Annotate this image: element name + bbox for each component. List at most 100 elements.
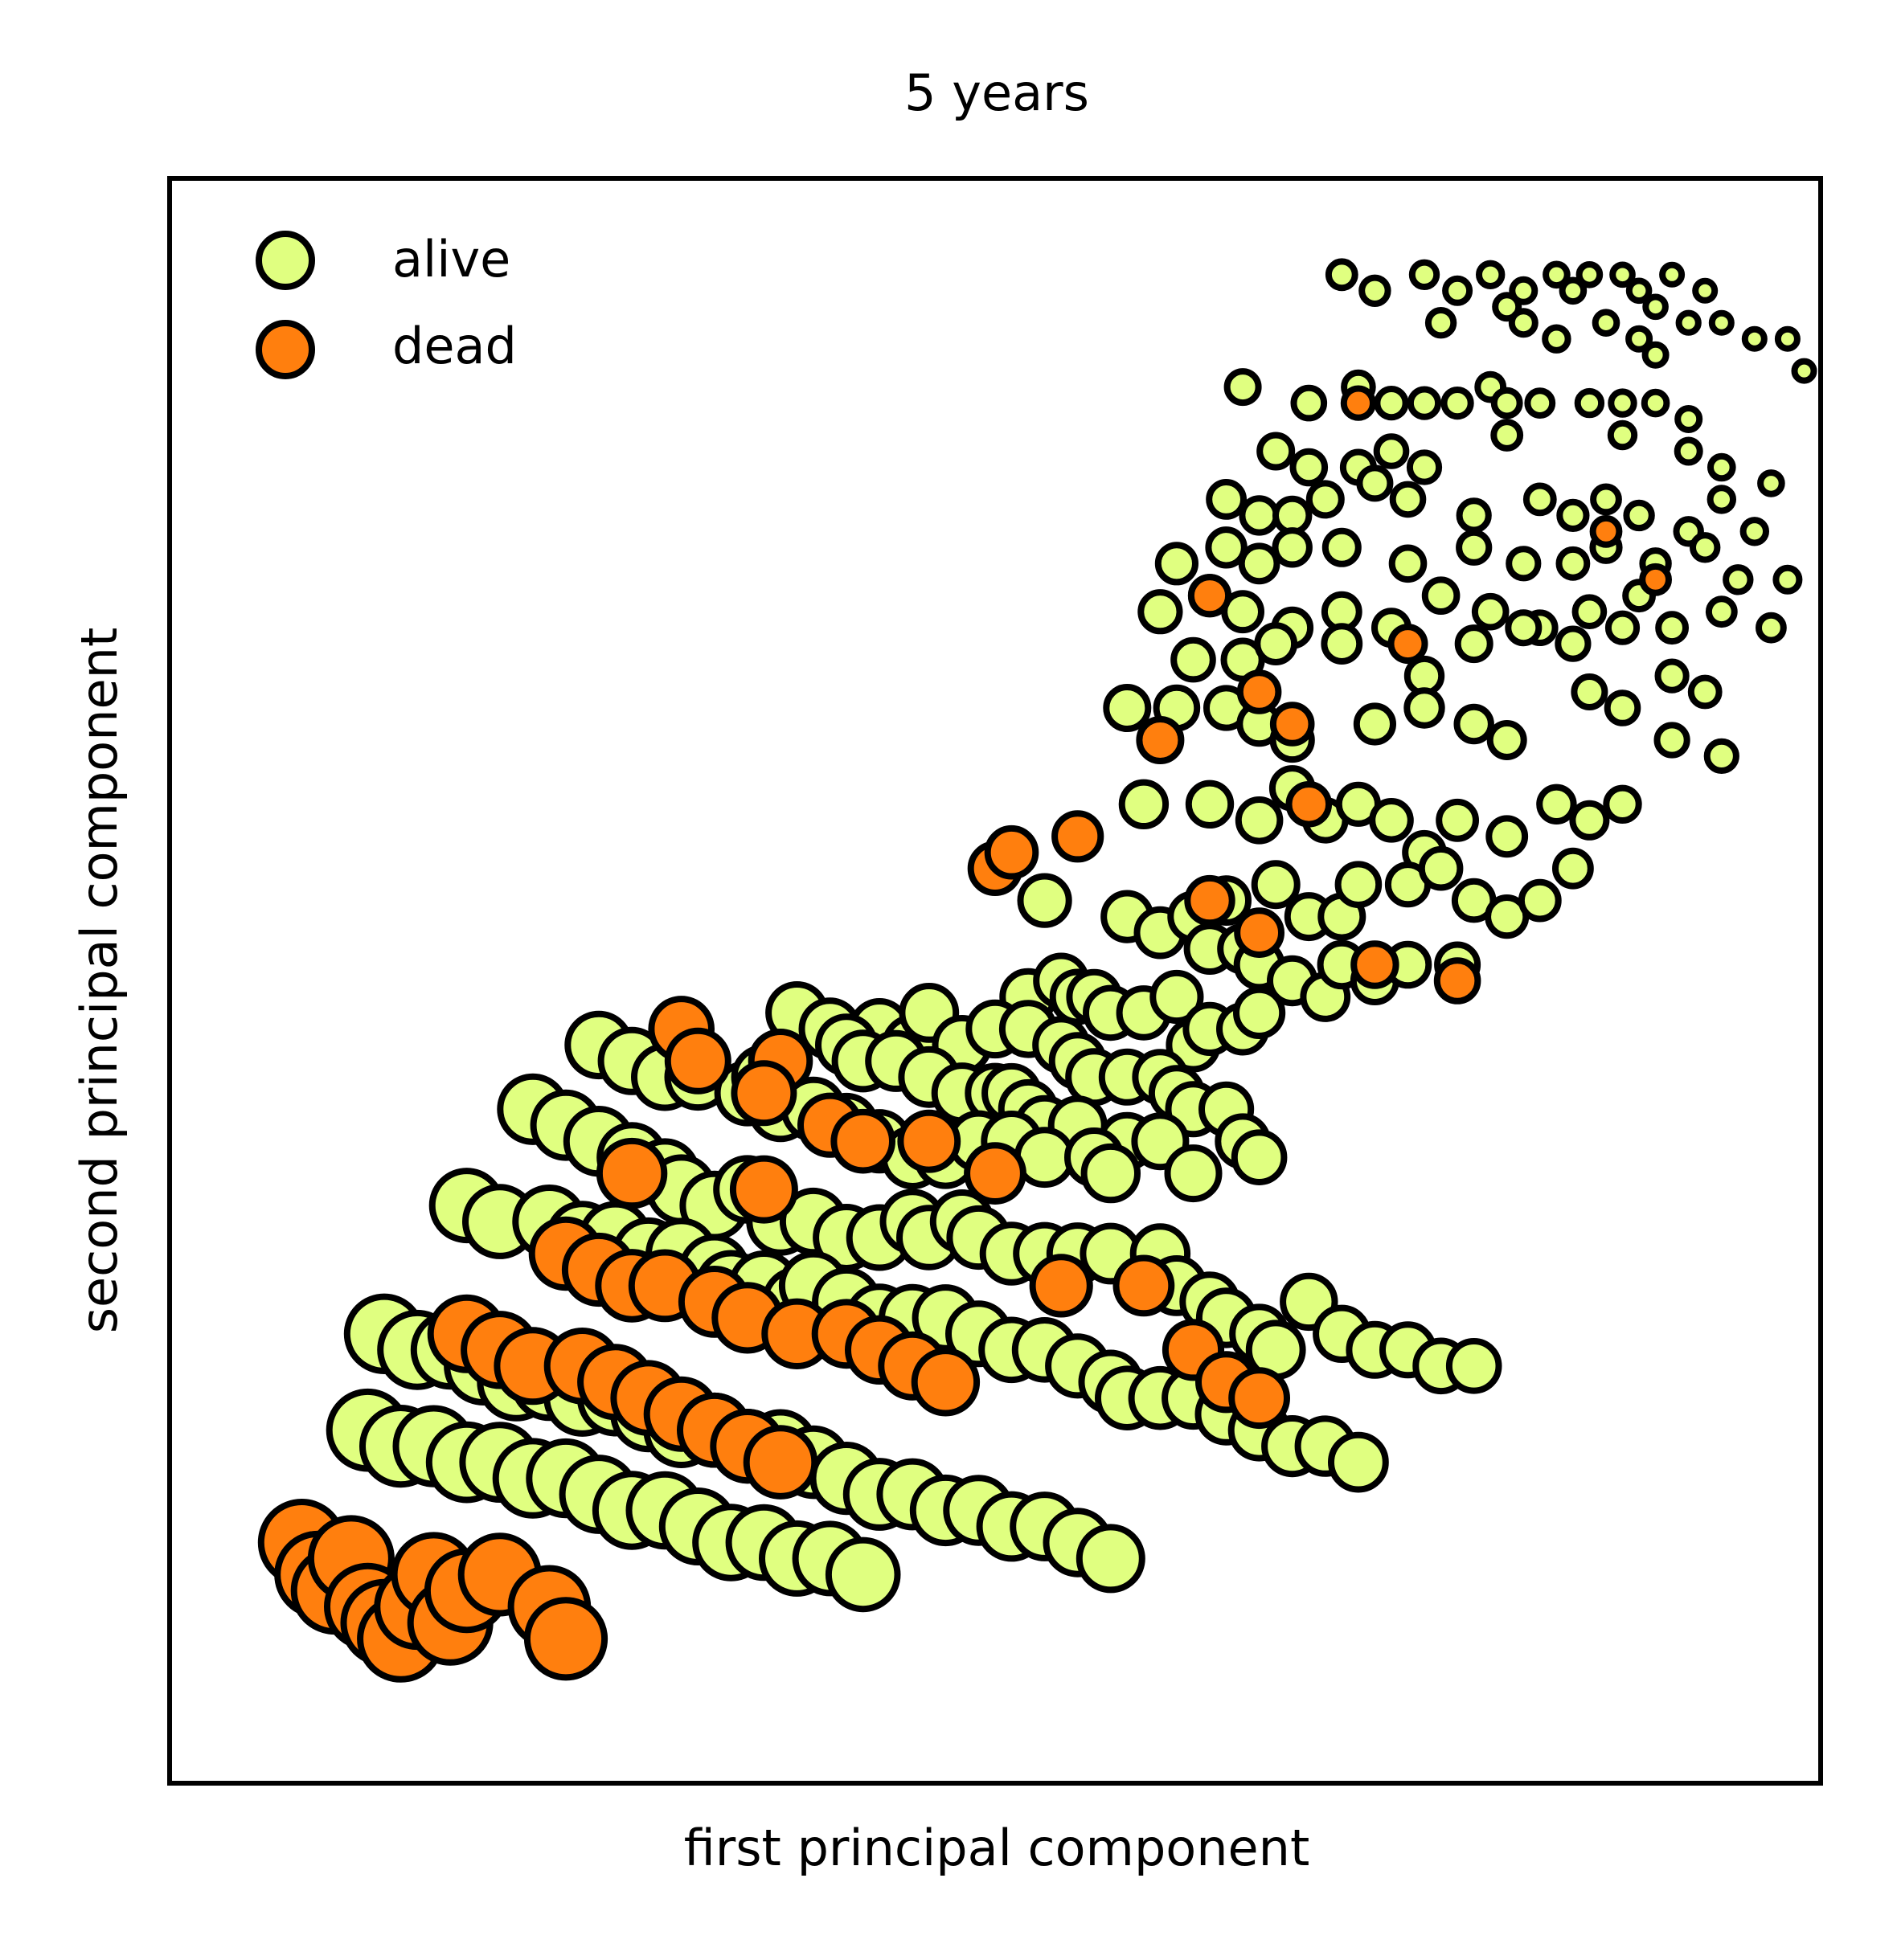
scatter-point-alive-1: [1358, 274, 1391, 307]
scatter-point-alive-71: [1555, 546, 1591, 581]
scatter-point-alive-77: [1137, 589, 1183, 635]
scatter-point-alive-110: [1486, 720, 1527, 760]
scatter-point-dead-17: [664, 1027, 731, 1095]
scatter-point-alive-14: [1692, 277, 1719, 304]
scatter-point-alive-69: [1456, 529, 1493, 566]
scatter-point-alive-124: [1485, 815, 1529, 858]
scatter-point-dead-5: [1236, 669, 1282, 714]
scatter-point-dead-24: [897, 1109, 961, 1173]
scatter-point-alive-45: [1607, 419, 1638, 451]
scatter-point-alive-44: [1490, 419, 1524, 452]
scatter-point-alive-132: [1334, 861, 1383, 908]
scatter-point-alive-162: [1233, 986, 1286, 1040]
scatter-point-alive-47: [1707, 452, 1736, 482]
y-axis-label: second principal component: [70, 628, 129, 1334]
scatter-point-alive-101: [1687, 674, 1723, 710]
x-axis-label: first principal component: [684, 1819, 1310, 1877]
scatter-point-dead-13: [1234, 907, 1284, 958]
scatter-point-alive-111: [1571, 673, 1608, 710]
scatter-point-dead-0: [1340, 385, 1377, 421]
scatter-point-alive-75: [1723, 564, 1754, 595]
scatter-point-dead-8: [1285, 781, 1333, 828]
scatter-point-alive-65: [1238, 542, 1280, 585]
scatter-point-dead-1: [1589, 514, 1623, 548]
scatter-point-dead-15: [1433, 957, 1481, 1005]
scatter-point-alive-84: [1471, 592, 1510, 631]
scatter-point-alive-42: [1373, 433, 1410, 469]
scatter-point-alive-0: [1325, 258, 1358, 292]
scatter-point-alive-17: [1508, 308, 1538, 338]
scatter-point-alive-88: [1655, 611, 1690, 645]
scatter-point-alive-23: [1741, 325, 1768, 352]
scatter-point-alive-138: [1552, 847, 1594, 890]
scatter-point-alive-34: [1524, 387, 1556, 419]
scatter-point-alive-39: [1256, 432, 1296, 471]
scatter-point-alive-113: [1653, 722, 1690, 759]
scatter-point-alive-50: [1239, 495, 1280, 536]
scatter-point-dead-21: [830, 1108, 895, 1174]
scatter-point-alive-48: [1757, 469, 1785, 497]
scatter-point-alive-24: [1774, 325, 1801, 352]
scatter-point-alive-123: [1436, 798, 1479, 842]
scatter-point-dead-23: [729, 1155, 798, 1224]
scatter-point-dead-65: [523, 1597, 608, 1681]
scatter-point-alive-54: [1389, 481, 1427, 518]
scatter-point-dead-25: [964, 1142, 1026, 1205]
scatter-point-alive-83: [1421, 576, 1461, 616]
scatter-point-alive-121: [1369, 798, 1414, 843]
scatter-point-alive-66: [1272, 527, 1313, 568]
scatter-point-alive-55: [1456, 497, 1492, 534]
scatter-point-alive-62: [1739, 517, 1770, 546]
scatter-point-dead-11: [1051, 810, 1104, 863]
scatter-point-alive-99: [1604, 610, 1641, 645]
scatter-points-layer: [257, 258, 1817, 1683]
scatter-point-alive-63: [1154, 542, 1199, 586]
scatter-point-alive-242: [1445, 1338, 1502, 1394]
scatter-point-alive-126: [1569, 800, 1610, 841]
scatter-point-alive-51: [1272, 495, 1313, 536]
scatter-point-dead-51: [743, 1425, 818, 1500]
scatter-point-alive-193: [1164, 1144, 1223, 1203]
scatter-point-alive-8: [1559, 276, 1588, 305]
scatter-point-alive-27: [1290, 384, 1328, 422]
scatter-point-alive-67: [1321, 527, 1362, 567]
scatter-point-alive-6: [1509, 276, 1538, 305]
scatter-point-alive-68: [1388, 544, 1428, 583]
scatter-point-alive-56: [1522, 482, 1557, 517]
legend-marker-alive: [256, 231, 315, 290]
scatter-point-alive-53: [1356, 464, 1394, 502]
scatter-point-dead-19: [731, 1060, 797, 1127]
scatter-point-alive-58: [1590, 483, 1622, 516]
scatter-point-dead-36: [911, 1348, 981, 1417]
scatter-point-alive-107: [1353, 702, 1397, 746]
scatter-point-alive-20: [1625, 325, 1653, 353]
scatter-point-alive-86: [1571, 594, 1608, 630]
scatter-point-dead-3: [1187, 574, 1232, 618]
scatter-point-dead-4: [1387, 624, 1428, 665]
scatter-point-alive-26: [1223, 368, 1262, 407]
scatter-point-alive-117: [1235, 796, 1284, 845]
scatter-point-alive-18: [1542, 324, 1571, 354]
scatter-point-alive-127: [1603, 784, 1642, 824]
scatter-point-alive-22: [1675, 309, 1702, 336]
scatter-point-alive-178: [1231, 1129, 1288, 1185]
scatter-point-alive-112: [1604, 689, 1641, 726]
scatter-point-alive-94: [1321, 623, 1363, 665]
scatter-point-alive-210: [1080, 1143, 1141, 1204]
scatter-point-alive-310: [825, 1536, 901, 1613]
scatter-point-alive-35: [1574, 387, 1605, 419]
scatter-point-alive-11: [1625, 277, 1653, 305]
scatter-point-alive-64: [1205, 526, 1248, 569]
scatter-point-alive-76: [1772, 564, 1803, 595]
scatter-point-alive-125: [1536, 784, 1577, 825]
scatter-point-alive-115: [1118, 779, 1170, 829]
scatter-point-alive-9: [1575, 261, 1604, 288]
scatter-point-alive-36: [1608, 388, 1637, 418]
scatter-point-alive-74: [1690, 532, 1721, 563]
scatter-point-alive-4: [1476, 260, 1506, 289]
scatter-point-alive-100: [1654, 658, 1690, 694]
scatter-point-alive-12: [1642, 293, 1669, 321]
scatter-point-dead-6: [1269, 702, 1315, 747]
scatter-point-alive-2: [1408, 259, 1440, 290]
